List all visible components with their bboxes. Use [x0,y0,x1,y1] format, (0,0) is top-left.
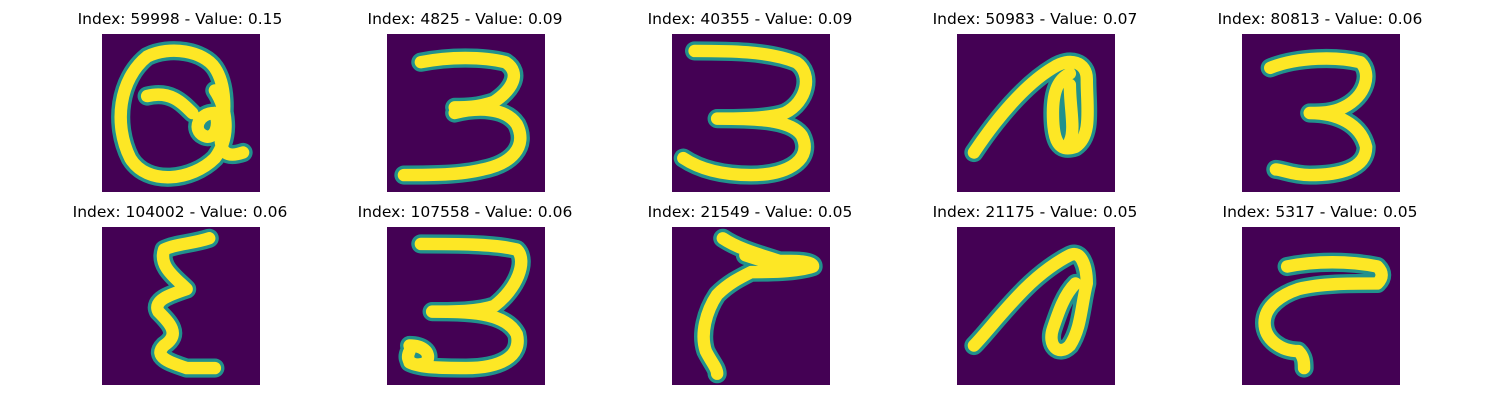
panel-title: Index: 59998 - Value: 0.15 [77,10,283,28]
image-panel-2: Index: 4825 - Value: 0.09 [315,0,615,192]
image-panel-8: Index: 21549 - Value: 0.05 [600,193,900,385]
digit-image [957,34,1115,192]
panel-title: Index: 21175 - Value: 0.05 [932,203,1138,221]
panel-title: Index: 5317 - Value: 0.05 [1222,203,1418,221]
panel-title: Index: 104002 - Value: 0.06 [72,203,288,221]
panel-title: Index: 50983 - Value: 0.07 [932,10,1138,28]
image-panel-3: Index: 40355 - Value: 0.09 [600,0,900,192]
panel-title: Index: 80813 - Value: 0.06 [1217,10,1423,28]
image-panel-5: Index: 80813 - Value: 0.06 [1170,0,1470,192]
image-panel-10: Index: 5317 - Value: 0.05 [1170,193,1470,385]
panel-title: Index: 4825 - Value: 0.09 [367,10,563,28]
panel-title: Index: 107558 - Value: 0.06 [357,203,573,221]
image-panel-9: Index: 21175 - Value: 0.05 [885,193,1185,385]
image-panel-1: Index: 59998 - Value: 0.15 [30,0,330,192]
digit-image [387,227,545,385]
digit-image [672,227,830,385]
panel-title: Index: 40355 - Value: 0.09 [647,10,853,28]
image-panel-7: Index: 107558 - Value: 0.06 [315,193,615,385]
digit-image [672,34,830,192]
digit-image [387,34,545,192]
panel-title: Index: 21549 - Value: 0.05 [647,203,853,221]
digit-image [1242,227,1400,385]
image-panel-6: Index: 104002 - Value: 0.06 [30,193,330,385]
image-panel-4: Index: 50983 - Value: 0.07 [885,0,1185,192]
digit-image [102,227,260,385]
digit-image [957,227,1115,385]
digit-image [1242,34,1400,192]
digit-image [102,34,260,192]
